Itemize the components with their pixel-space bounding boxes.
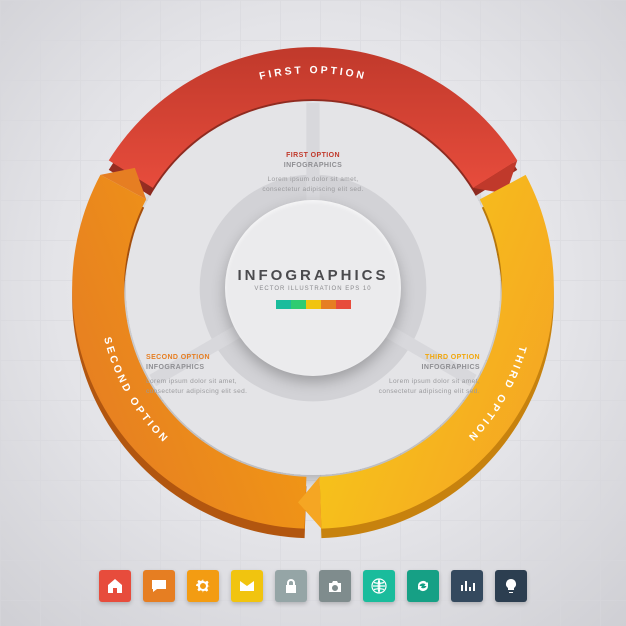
center-title: INFOGRAPHICS — [237, 267, 388, 284]
segment-text-third: THIRD OPTION INFOGRAPHICS Lorem ipsum do… — [360, 353, 480, 397]
gear-icon[interactable] — [187, 570, 219, 602]
comment-icon[interactable] — [143, 570, 175, 602]
center-subtitle: VECTOR ILLUSTRATION EPS 10 — [254, 286, 371, 292]
segment-text-first: FIRST OPTION INFOGRAPHICS Lorem ipsum do… — [253, 151, 373, 195]
segment-text-second: SECOND OPTION INFOGRAPHICS Lorem ipsum d… — [146, 353, 266, 397]
globe-icon[interactable] — [363, 570, 395, 602]
center-swatches — [276, 300, 351, 309]
mail-icon[interactable] — [231, 570, 263, 602]
center-hub: INFOGRAPHICS VECTOR ILLUSTRATION EPS 10 — [225, 200, 401, 376]
option-wheel: FIRST OPTIONSECOND OPTIONTHIRD OPTION IN… — [58, 33, 568, 543]
bulb-icon[interactable] — [495, 570, 527, 602]
lock-icon[interactable] — [275, 570, 307, 602]
camera-icon[interactable] — [319, 570, 351, 602]
icon-bar — [99, 570, 527, 602]
chart-icon[interactable] — [451, 570, 483, 602]
refresh-icon[interactable] — [407, 570, 439, 602]
home-icon[interactable] — [99, 570, 131, 602]
